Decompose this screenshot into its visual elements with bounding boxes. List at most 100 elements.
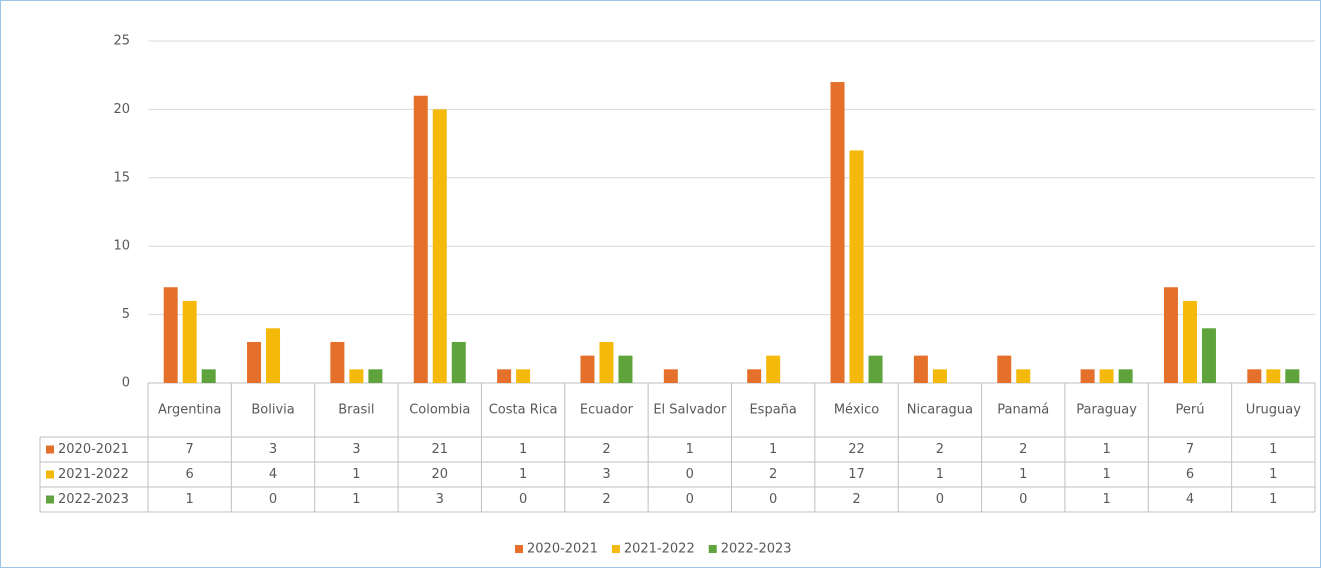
table-value: 1 <box>352 467 360 482</box>
table-value: 3 <box>436 492 444 507</box>
bar <box>451 341 466 383</box>
table-value: 0 <box>519 492 527 507</box>
table-value: 1 <box>352 492 360 507</box>
table-value: 2 <box>769 467 777 482</box>
legend-key <box>46 495 54 504</box>
bar <box>497 369 512 383</box>
x-tick-label: El Salvador <box>653 403 727 418</box>
bar <box>1201 328 1216 383</box>
bar <box>163 287 178 383</box>
table-value: 1 <box>936 467 944 482</box>
x-tick-label: Nicaragua <box>907 403 973 418</box>
table-value: 4 <box>269 467 277 482</box>
y-tick-label: 15 <box>113 170 130 185</box>
table-value: 2 <box>602 442 610 457</box>
table-value: 1 <box>1102 467 1110 482</box>
x-tick-label: Ecuador <box>580 403 634 418</box>
bar <box>1285 369 1300 383</box>
bar <box>830 82 845 383</box>
bar <box>1182 300 1197 383</box>
bar <box>766 355 781 383</box>
legend-key <box>46 445 54 454</box>
bar <box>932 369 947 383</box>
bar <box>913 355 928 383</box>
table-value: 0 <box>1019 492 1027 507</box>
table-value: 17 <box>848 467 865 482</box>
y-tick-label: 25 <box>113 34 130 49</box>
table-value: 1 <box>519 467 527 482</box>
table-value: 1 <box>1269 467 1277 482</box>
x-tick-label: Colombia <box>409 403 470 418</box>
x-tick-label: Perú <box>1175 403 1204 418</box>
row-label: 2021-2022 <box>58 467 129 482</box>
table-value: 7 <box>1186 442 1194 457</box>
bar <box>868 355 883 383</box>
x-tick-label: Brasil <box>338 403 374 418</box>
bar <box>747 369 762 383</box>
x-tick-label: Costa Rica <box>489 403 558 418</box>
bar <box>247 341 262 383</box>
table-value: 1 <box>769 442 777 457</box>
bar <box>1118 369 1133 383</box>
bar <box>580 355 595 383</box>
x-tick-label: España <box>749 403 796 418</box>
x-tick-label: Argentina <box>158 403 221 418</box>
table-value: 0 <box>686 492 694 507</box>
table-value: 2 <box>602 492 610 507</box>
table-value: 1 <box>686 442 694 457</box>
y-tick-label: 10 <box>113 239 130 254</box>
legend-key <box>46 470 54 479</box>
bar <box>1080 369 1095 383</box>
bar <box>1247 369 1262 383</box>
table-value: 2 <box>936 442 944 457</box>
table-value: 0 <box>686 467 694 482</box>
table-value: 0 <box>269 492 277 507</box>
table-value: 0 <box>936 492 944 507</box>
legend-key <box>611 545 620 553</box>
bar <box>1266 369 1281 383</box>
legend-label: 2021-2022 <box>624 542 695 557</box>
table-value: 22 <box>848 442 865 457</box>
x-tick-label: México <box>834 403 879 418</box>
bar <box>182 300 197 383</box>
table-value: 1 <box>1019 467 1027 482</box>
legend-key <box>708 545 717 553</box>
x-tick-label: Uruguay <box>1246 403 1302 418</box>
bar <box>1016 369 1031 383</box>
table-value: 7 <box>186 442 194 457</box>
table-value: 4 <box>1186 492 1194 507</box>
table-value: 1 <box>519 442 527 457</box>
bar <box>997 355 1012 383</box>
table-value: 0 <box>769 492 777 507</box>
table-value: 3 <box>352 442 360 457</box>
row-label: 2020-2021 <box>58 442 129 457</box>
bar <box>599 341 614 383</box>
y-tick-label: 0 <box>122 376 130 391</box>
table-value: 3 <box>602 467 610 482</box>
table-value: 2 <box>1019 442 1027 457</box>
bar <box>663 369 678 383</box>
bar <box>201 369 216 383</box>
table-value: 1 <box>1269 442 1277 457</box>
x-tick-label: Paraguay <box>1076 403 1137 418</box>
bar <box>432 109 447 384</box>
y-tick-label: 20 <box>113 102 130 117</box>
bar <box>330 341 345 383</box>
table-value: 6 <box>1186 467 1194 482</box>
bar <box>1163 287 1178 383</box>
table-value: 6 <box>186 467 194 482</box>
row-label: 2022-2023 <box>58 492 129 507</box>
bar <box>413 95 428 383</box>
table-value: 3 <box>269 442 277 457</box>
bar <box>1099 369 1114 383</box>
y-tick-label: 5 <box>122 307 130 322</box>
bar <box>266 328 281 383</box>
table-value: 2 <box>852 492 860 507</box>
legend-key <box>515 545 523 553</box>
legend-label: 2020-2021 <box>527 542 598 557</box>
legend-label: 2022-2023 <box>721 542 792 557</box>
table-value: 1 <box>1102 442 1110 457</box>
table-value: 1 <box>186 492 194 507</box>
